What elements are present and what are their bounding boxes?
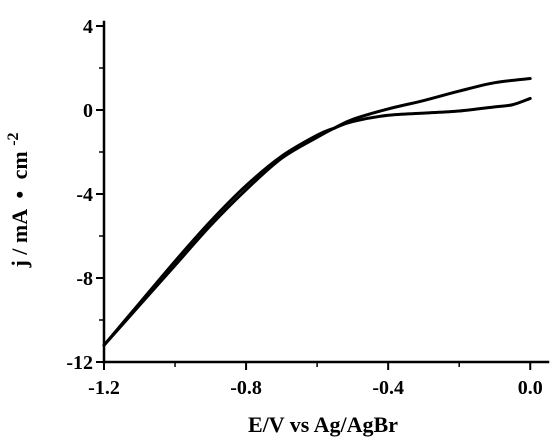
y-tick-label: 0 — [83, 100, 93, 122]
x-tick-label: -0.8 — [230, 377, 262, 399]
y-tick-label: -8 — [76, 268, 93, 290]
x-axis-title: E/V vs Ag/AgBr — [248, 412, 398, 437]
y-axis-title-unit: cm — [7, 151, 32, 179]
y-tick-label: -12 — [66, 352, 93, 374]
x-tick-label: -1.2 — [88, 377, 120, 399]
x-tick-label: 0.0 — [518, 377, 543, 399]
series-layer — [102, 77, 532, 347]
y-tick-label: -4 — [76, 184, 93, 206]
series-line-1 — [102, 77, 532, 347]
y-axis-title-exponent: -2 — [5, 132, 22, 145]
ticks-layer: -1.2 -0.8 -0.4 0.0 -12 -8 -4 0 4 — [66, 16, 542, 399]
series-line-2 — [102, 96, 532, 347]
y-axis-title-main: j / mA — [7, 209, 32, 269]
axes-layer — [102, 20, 550, 364]
y-axis-title-bullet: • — [7, 191, 32, 199]
x-tick-label: -0.4 — [372, 377, 404, 399]
y-tick-label: 4 — [83, 16, 93, 38]
y-axis-title: j / mA • cm -2 — [5, 132, 32, 268]
